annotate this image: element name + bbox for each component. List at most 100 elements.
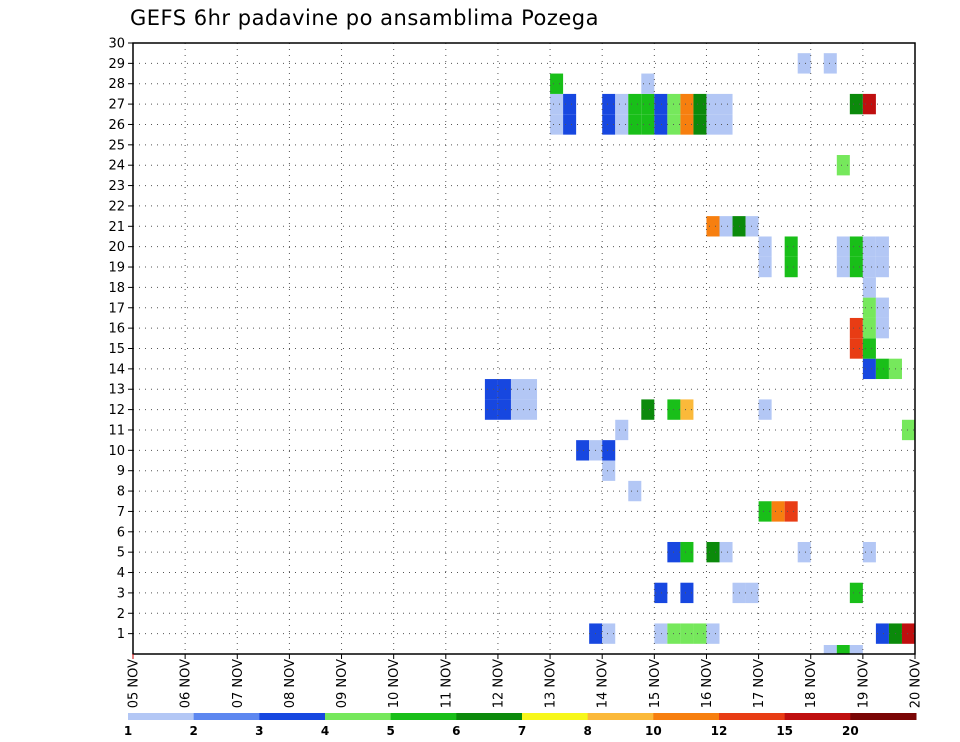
x-tick-label: 12 NOV xyxy=(491,659,506,708)
data-cell xyxy=(706,93,720,115)
data-cell xyxy=(901,623,915,644)
data-cell xyxy=(550,73,564,94)
y-tick-label: 24 xyxy=(108,159,125,174)
legend-swatch xyxy=(587,713,654,720)
data-cell xyxy=(680,623,694,644)
legend-swatch xyxy=(390,713,457,720)
y-tick-label: 25 xyxy=(108,138,125,153)
x-tick-label: 14 NOV xyxy=(596,659,611,708)
x-tick-label: 13 NOV xyxy=(544,659,559,708)
data-cell xyxy=(680,582,694,604)
x-tick-label: 07 NOV xyxy=(231,659,246,708)
data-cell xyxy=(563,114,577,135)
data-cell xyxy=(602,460,616,481)
data-cell xyxy=(641,93,655,115)
data-cell xyxy=(641,73,655,94)
data-cell xyxy=(706,114,720,135)
data-cell xyxy=(615,419,629,441)
data-cell xyxy=(745,582,759,604)
data-cell xyxy=(849,338,863,359)
data-cell xyxy=(862,317,876,339)
data-cell xyxy=(497,399,511,420)
data-cell xyxy=(563,93,577,115)
y-tick-label: 20 xyxy=(108,240,125,255)
data-cell xyxy=(849,582,863,604)
legend-swatch xyxy=(193,713,260,720)
data-cell xyxy=(654,93,668,115)
y-tick-label: 30 xyxy=(108,37,125,52)
x-tick-label: 20 NOV xyxy=(909,659,924,708)
legend-label: 20 xyxy=(842,724,859,738)
data-cell xyxy=(862,256,876,278)
data-cell xyxy=(654,623,668,644)
data-cell xyxy=(628,480,642,502)
data-cell xyxy=(758,256,772,278)
data-cell xyxy=(602,93,616,115)
data-cell xyxy=(615,93,629,115)
data-cell xyxy=(706,623,720,644)
data-cell xyxy=(550,93,564,115)
legend-label: 5 xyxy=(386,724,394,738)
data-cell xyxy=(641,114,655,135)
data-cell xyxy=(693,623,707,644)
data-cell xyxy=(797,541,811,563)
legend-swatch xyxy=(259,713,326,720)
x-tick-label: 15 NOV xyxy=(648,659,663,708)
legend-label: 2 xyxy=(189,724,197,738)
data-cell xyxy=(719,114,733,135)
legend-swatch xyxy=(522,713,589,720)
y-tick-label: 21 xyxy=(108,220,125,235)
data-cell xyxy=(745,216,759,237)
y-tick-label: 12 xyxy=(108,403,125,418)
data-cell-strip xyxy=(836,645,850,654)
data-cell xyxy=(862,277,876,298)
y-tick-label: 8 xyxy=(117,485,125,500)
data-cell xyxy=(862,338,876,359)
data-cell xyxy=(484,399,498,420)
data-cell xyxy=(849,236,863,257)
data-cell xyxy=(875,317,889,339)
y-tick-label: 18 xyxy=(108,281,125,296)
x-tick-label: 06 NOV xyxy=(179,659,194,708)
legend-label: 3 xyxy=(255,724,263,738)
legend-label: 4 xyxy=(321,724,329,738)
data-cell xyxy=(875,297,889,318)
x-tick-label: 09 NOV xyxy=(335,659,350,708)
legend-label: 15 xyxy=(776,724,793,738)
data-cell xyxy=(628,114,642,135)
data-cell xyxy=(524,399,538,420)
y-tick-label: 4 xyxy=(117,566,125,581)
y-tick-label: 22 xyxy=(108,199,125,214)
x-tick-label: 11 NOV xyxy=(439,659,454,708)
y-tick-label: 23 xyxy=(108,179,125,194)
data-cell xyxy=(862,236,876,257)
data-cell xyxy=(680,541,694,563)
legend-label: 8 xyxy=(583,724,591,738)
data-cell xyxy=(784,236,798,257)
data-cell xyxy=(875,623,889,644)
y-tick-label: 29 xyxy=(108,57,125,72)
data-cell xyxy=(719,541,733,563)
x-tick-label: 17 NOV xyxy=(752,659,767,708)
data-cell xyxy=(680,93,694,115)
data-cell xyxy=(784,256,798,278)
data-cell xyxy=(862,93,876,115)
legend-swatch xyxy=(325,713,392,720)
data-cell xyxy=(693,93,707,115)
data-cell-strip xyxy=(849,645,863,654)
data-cell xyxy=(576,440,590,461)
data-cell xyxy=(823,53,837,74)
y-tick-label: 10 xyxy=(108,444,125,459)
data-cell xyxy=(680,399,694,420)
data-cell xyxy=(602,440,616,461)
legend-label: 10 xyxy=(645,724,662,738)
data-cell xyxy=(862,358,876,380)
data-cell xyxy=(602,623,616,644)
legend-swatch xyxy=(653,713,720,720)
data-cell xyxy=(654,114,668,135)
x-tick-label: 10 NOV xyxy=(387,659,402,708)
data-cell xyxy=(497,379,511,400)
data-cell xyxy=(901,419,915,441)
data-cell xyxy=(719,93,733,115)
y-tick-label: 11 xyxy=(108,423,125,438)
